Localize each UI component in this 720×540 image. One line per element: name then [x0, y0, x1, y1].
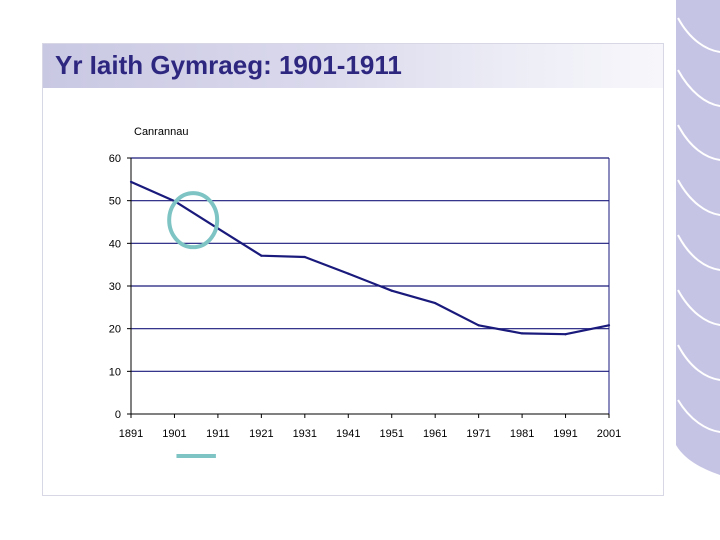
x-tick-label: 1931 [293, 428, 317, 440]
data-point-1971 [477, 324, 480, 327]
x-tick-label: 1951 [379, 428, 403, 440]
annotation-layer [167, 191, 220, 458]
x-tick-label: 1941 [336, 428, 360, 440]
data-point-1961 [434, 301, 437, 305]
y-tick-label: 50 [109, 196, 121, 208]
data-point-1991 [564, 333, 567, 336]
data-point-1951 [390, 289, 393, 292]
data-point-1921 [260, 254, 263, 257]
side-decoration [676, 0, 720, 475]
highlight-circle [167, 191, 220, 250]
x-tick-label: 1961 [423, 428, 447, 440]
y-tick-labels: 0 10 20 30 40 50 60 [109, 153, 131, 421]
y-tick-label: 0 [115, 409, 121, 421]
data-point-1941 [347, 272, 350, 275]
x-tick-label: 1991 [553, 428, 577, 440]
x-tick-label: 2001 [597, 428, 621, 440]
x-tick-label: 1981 [510, 428, 534, 440]
x-tick-label: 1921 [249, 428, 273, 440]
y-tick-label: 40 [109, 238, 121, 250]
x-tick-label: 1971 [466, 428, 490, 440]
series-line-0 [130, 180, 610, 336]
x-tick-label: 1891 [119, 428, 143, 440]
slide-frame [42, 43, 664, 496]
y-tick-label: 30 [109, 281, 121, 293]
y-tick-label: 20 [109, 324, 121, 336]
data-point-1931 [303, 255, 306, 259]
x-tick-label: 1901 [162, 428, 186, 440]
slide-title: Yr Iaith Gymraeg: 1901-1911 [55, 50, 402, 80]
title-band [43, 44, 663, 88]
data-point-1891 [129, 180, 133, 183]
y-tick-label: 60 [109, 153, 121, 165]
data-point-2001 [607, 324, 611, 327]
x-tick-labels: 1891 1901 1911 1921 1931 1941 1951 1961 1971 1981… [119, 414, 621, 440]
y-tick-label: 10 [109, 366, 121, 378]
y-axis-label: Canrannau [134, 126, 188, 138]
series-layer [129, 180, 611, 336]
x-tick-label: 1911 [206, 428, 230, 440]
data-point-1981 [520, 332, 524, 335]
